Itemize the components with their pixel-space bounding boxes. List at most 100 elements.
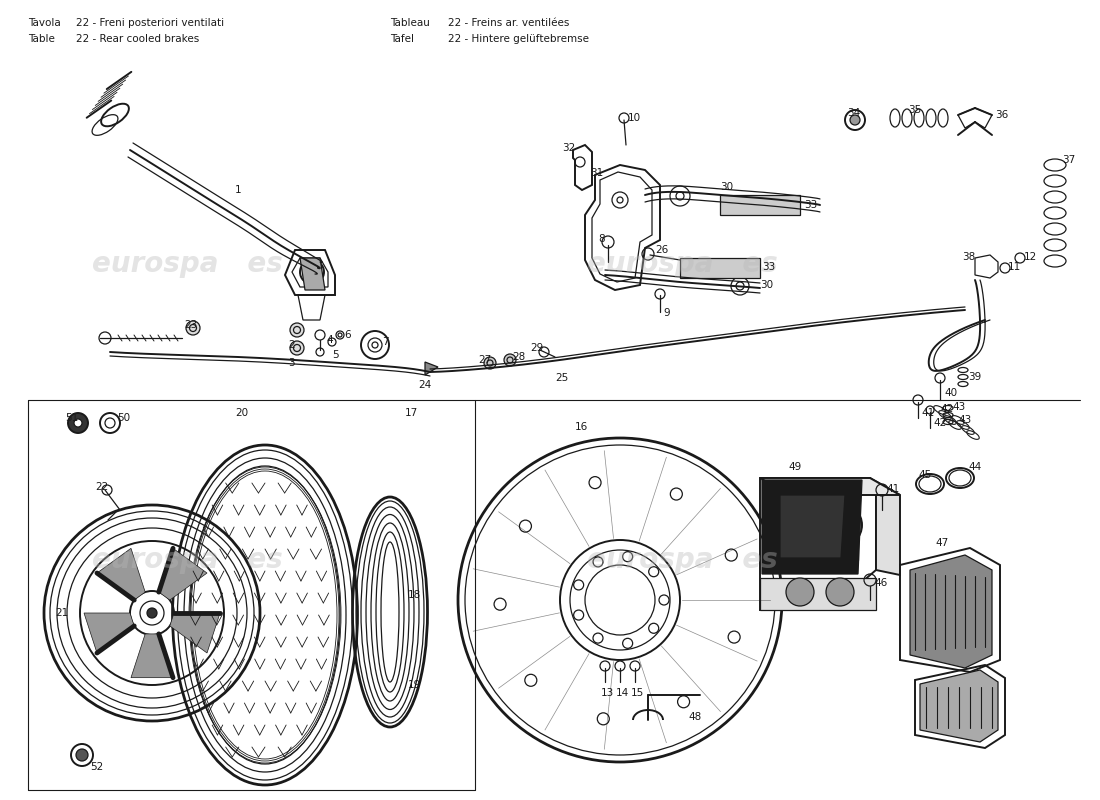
Text: 25: 25 xyxy=(556,373,569,383)
Text: 49: 49 xyxy=(788,462,801,472)
Polygon shape xyxy=(158,548,207,600)
Text: 48: 48 xyxy=(688,712,702,722)
Circle shape xyxy=(290,341,304,355)
Text: 6: 6 xyxy=(344,330,351,340)
Circle shape xyxy=(785,510,815,540)
Text: Tafel: Tafel xyxy=(390,34,414,44)
Circle shape xyxy=(786,578,814,606)
Text: 36: 36 xyxy=(996,110,1009,120)
Text: 9: 9 xyxy=(663,308,670,318)
Circle shape xyxy=(778,503,822,547)
Polygon shape xyxy=(762,480,862,574)
Text: 16: 16 xyxy=(575,422,589,432)
Circle shape xyxy=(76,749,88,761)
Text: 3: 3 xyxy=(288,358,295,368)
Text: 45: 45 xyxy=(918,470,932,480)
Text: 43: 43 xyxy=(958,415,971,425)
Text: 5: 5 xyxy=(332,350,339,360)
Text: 8: 8 xyxy=(598,234,605,244)
Circle shape xyxy=(504,354,516,366)
Polygon shape xyxy=(870,478,900,575)
Text: 26: 26 xyxy=(654,245,669,255)
Polygon shape xyxy=(169,613,220,653)
Text: 23: 23 xyxy=(184,320,197,330)
Text: 41: 41 xyxy=(921,408,934,418)
Circle shape xyxy=(186,321,200,335)
Text: Tableau: Tableau xyxy=(390,18,430,28)
Polygon shape xyxy=(760,478,900,495)
Polygon shape xyxy=(84,613,134,653)
Circle shape xyxy=(825,510,855,540)
Text: eurospa   es: eurospa es xyxy=(91,546,283,574)
Text: 11: 11 xyxy=(1008,262,1021,272)
Circle shape xyxy=(818,503,862,547)
Text: 28: 28 xyxy=(512,352,526,362)
Text: 35: 35 xyxy=(908,105,922,115)
Text: 37: 37 xyxy=(1062,155,1076,165)
Text: 15: 15 xyxy=(631,688,645,698)
Text: 52: 52 xyxy=(90,762,103,772)
Circle shape xyxy=(850,115,860,125)
Text: 30: 30 xyxy=(720,182,733,192)
Text: 40: 40 xyxy=(944,388,957,398)
Polygon shape xyxy=(97,548,145,600)
Text: Tavola: Tavola xyxy=(28,18,60,28)
Circle shape xyxy=(74,419,82,427)
Circle shape xyxy=(68,413,88,433)
Text: 22 - Rear cooled brakes: 22 - Rear cooled brakes xyxy=(76,34,199,44)
Text: 33: 33 xyxy=(762,262,776,272)
Text: 7: 7 xyxy=(382,337,388,347)
Text: 22 - Hintere gelüftebremse: 22 - Hintere gelüftebremse xyxy=(448,34,588,44)
Text: eurospa   es: eurospa es xyxy=(586,546,778,574)
Circle shape xyxy=(484,357,496,369)
Text: 27: 27 xyxy=(478,355,492,365)
Text: 38: 38 xyxy=(962,252,976,262)
Text: 18: 18 xyxy=(408,590,421,600)
Text: eurospa   es: eurospa es xyxy=(91,250,283,278)
Text: 41: 41 xyxy=(886,484,900,494)
Circle shape xyxy=(147,608,157,618)
Text: 22 - Freins ar. ventilées: 22 - Freins ar. ventilées xyxy=(448,18,570,28)
Text: 22 - Freni posteriori ventilati: 22 - Freni posteriori ventilati xyxy=(76,18,224,28)
Polygon shape xyxy=(910,555,992,668)
Polygon shape xyxy=(680,258,760,278)
Text: 19: 19 xyxy=(408,680,421,690)
Text: 51: 51 xyxy=(65,413,78,423)
Text: 20: 20 xyxy=(235,408,249,418)
Text: 50: 50 xyxy=(117,413,130,423)
Text: 30: 30 xyxy=(760,280,773,290)
Text: 4: 4 xyxy=(326,335,332,345)
Text: 14: 14 xyxy=(616,688,629,698)
Circle shape xyxy=(826,578,854,606)
Text: 12: 12 xyxy=(1024,252,1037,262)
Text: 10: 10 xyxy=(628,113,641,123)
Text: 1: 1 xyxy=(235,185,242,195)
Polygon shape xyxy=(131,634,173,678)
Polygon shape xyxy=(780,495,845,558)
Text: 22: 22 xyxy=(95,482,108,492)
Text: 39: 39 xyxy=(968,372,981,382)
Text: 32: 32 xyxy=(562,143,575,153)
Text: eurospa   es: eurospa es xyxy=(586,250,778,278)
Polygon shape xyxy=(772,490,858,560)
Text: 47: 47 xyxy=(935,538,948,548)
Circle shape xyxy=(290,323,304,337)
Text: 21: 21 xyxy=(55,608,68,618)
Polygon shape xyxy=(920,670,998,742)
Text: 33: 33 xyxy=(804,200,817,210)
Text: 42: 42 xyxy=(940,404,954,414)
Text: 43: 43 xyxy=(952,402,966,412)
Text: 34: 34 xyxy=(847,108,860,118)
Text: Table: Table xyxy=(28,34,55,44)
Polygon shape xyxy=(425,362,438,375)
Text: 2: 2 xyxy=(288,340,295,350)
Text: 13: 13 xyxy=(601,688,614,698)
Text: 17: 17 xyxy=(405,408,418,418)
Text: 29: 29 xyxy=(530,343,543,353)
Text: 42: 42 xyxy=(933,418,946,428)
Polygon shape xyxy=(720,195,800,215)
Text: 24: 24 xyxy=(418,380,431,390)
Text: 31: 31 xyxy=(590,168,603,178)
Polygon shape xyxy=(300,258,324,290)
Text: 46: 46 xyxy=(874,578,888,588)
